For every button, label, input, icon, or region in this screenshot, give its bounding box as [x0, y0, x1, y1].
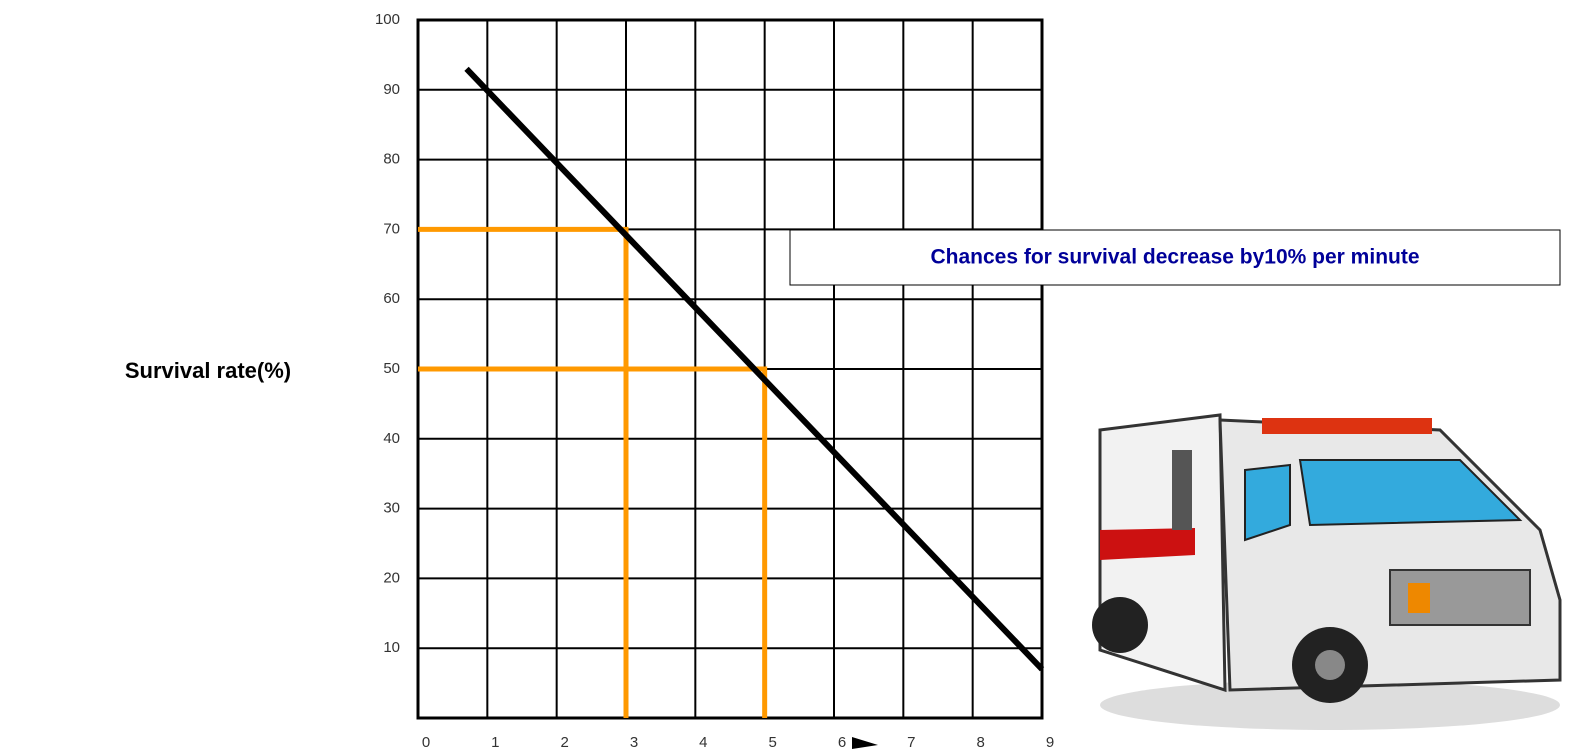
y-tick-label: 40 — [383, 430, 400, 447]
x-tick-label: 5 — [768, 734, 776, 751]
y-tick-label: 50 — [383, 360, 400, 377]
x-tick-label: 6 — [838, 734, 846, 751]
x-tick-label: 9 — [1046, 734, 1054, 751]
y-tick-label: 70 — [383, 220, 400, 237]
plot-area: 10 20 30 40 50 60 70 80 90 100 0 1 2 3 4 5 6 7 8 9 — [375, 11, 1054, 751]
reference-line — [418, 366, 768, 718]
x-tick-label: 1 — [491, 734, 499, 751]
y-tick-label: 20 — [383, 569, 400, 586]
x-tick-label: 0 — [422, 734, 430, 751]
y-tick-label: 10 — [383, 639, 400, 656]
ambulance — [1092, 413, 1562, 730]
x-tick-label: 2 — [560, 734, 568, 751]
y-axis-label: Survival rate(%) — [125, 358, 291, 383]
y-tick-label: 100 — [375, 11, 400, 28]
reference-line — [418, 226, 629, 718]
y-tick-label: 90 — [383, 81, 400, 98]
x-tick-label: 8 — [976, 734, 984, 751]
y-tick-label: 30 — [383, 500, 400, 517]
x-tick-label: 3 — [630, 734, 638, 751]
x-tick-label: 7 — [907, 734, 915, 751]
data-line — [464, 66, 1045, 672]
arrow — [852, 737, 878, 749]
x-tick-label: 4 — [699, 734, 707, 751]
y-tick-label: 60 — [383, 290, 400, 307]
y-tick-label: 80 — [383, 151, 400, 168]
annotation: Chances for survival decrease by10% per … — [930, 246, 1419, 269]
annotation-box — [789, 229, 1561, 286]
